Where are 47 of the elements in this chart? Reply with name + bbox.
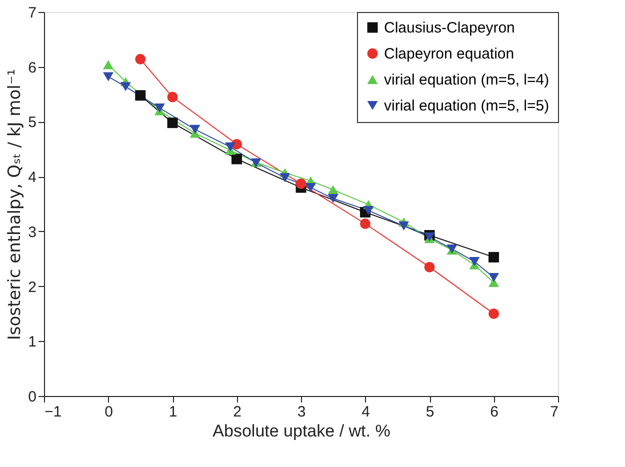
point	[154, 103, 165, 113]
y-tick-label: 7	[28, 4, 36, 22]
point	[488, 272, 499, 282]
point	[135, 54, 146, 64]
point	[167, 118, 178, 128]
y-axis-title: Isosteric enthalpy, Qₛₜ / kJ mol⁻¹	[5, 68, 26, 340]
point	[135, 90, 146, 101]
y-tick-label: 4	[28, 169, 36, 186]
point	[398, 221, 410, 230]
point	[328, 185, 338, 194]
point	[296, 178, 306, 189]
point	[280, 173, 290, 182]
y-tick-label: 2	[28, 278, 36, 296]
y-tick-label: 0	[28, 388, 36, 406]
x-tick-label: 2	[233, 404, 242, 420]
x-tick-label: 5	[426, 404, 434, 420]
point	[360, 218, 370, 229]
x-tick-label: 4	[362, 404, 370, 420]
point	[190, 124, 200, 134]
legend-label: virial equation (m=5, l=5)	[384, 98, 550, 114]
x-tick-label: 3	[297, 404, 306, 420]
y-tick-label: 5	[28, 114, 36, 132]
point	[328, 194, 338, 204]
point	[103, 72, 114, 82]
y-tick-label: 3	[28, 224, 36, 241]
point	[167, 92, 178, 102]
legend-label: Clapeyron equation	[384, 46, 514, 62]
y-tick-label: 6	[28, 59, 36, 76]
point	[103, 60, 114, 70]
point	[120, 82, 131, 92]
x-tick-label: −1	[44, 404, 62, 420]
point	[424, 262, 435, 272]
point	[469, 257, 480, 266]
point	[363, 206, 374, 216]
x-tick-label: 7	[550, 404, 558, 420]
legend-label: virial equation (m=5, l=4)	[384, 72, 550, 88]
y-tick-label: 1	[28, 334, 36, 351]
x-tick-label: 1	[168, 404, 178, 420]
point	[232, 154, 242, 164]
legend-label: Clausius-Clapeyron	[384, 20, 515, 36]
point	[488, 308, 499, 319]
x-axis-title: Absolute uptake / wt. %	[212, 422, 390, 440]
point	[225, 142, 236, 152]
x-tick-label: 6	[490, 404, 498, 420]
point	[488, 252, 499, 262]
x-tick-label: 0	[104, 404, 113, 420]
point	[305, 183, 316, 192]
